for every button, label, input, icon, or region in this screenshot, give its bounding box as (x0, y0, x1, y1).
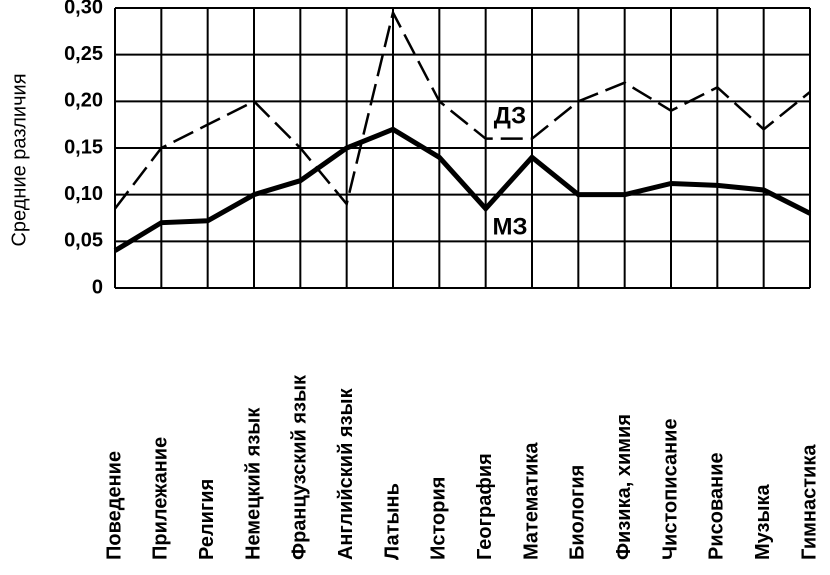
series-label: МЗ (492, 213, 527, 240)
series-line (113, 126, 812, 253)
x-tick-label: Прилежание (150, 437, 172, 560)
x-tick-label: История (428, 477, 450, 560)
y-tick-label: 0,15 (64, 136, 103, 158)
x-tick-label: Физика, химия (613, 414, 635, 560)
y-axis-label: Средние различия (8, 73, 30, 246)
x-tick-label: Музыка (752, 483, 774, 560)
series-label: ДЗ (494, 102, 526, 129)
x-tick-label: Английский язык (335, 387, 357, 560)
series-line (114, 9, 811, 210)
x-tick-label: Религия (196, 479, 218, 560)
x-tick-label: Гимнастика (798, 444, 820, 560)
y-tick-label: 0,25 (64, 43, 103, 65)
x-tick-label: Немецкий язык (242, 407, 264, 560)
y-tick-label: 0,10 (64, 183, 103, 205)
y-tick-label: 0 (92, 276, 103, 298)
x-tick-label: Рисование (706, 452, 728, 560)
x-tick-label: Латынь (381, 483, 403, 560)
x-tick-label: Французский язык (289, 374, 311, 560)
y-tick-label: 0,05 (64, 230, 103, 252)
x-tick-label: Чистописание (659, 418, 681, 560)
x-tick-label: Поведение (103, 451, 125, 560)
x-tick-label: География (474, 453, 496, 560)
x-tick-label: Математика (520, 442, 542, 560)
y-tick-label: 0,20 (64, 90, 103, 112)
x-tick-label: Биология (567, 465, 589, 560)
y-tick-label: 0,30 (64, 0, 103, 18)
